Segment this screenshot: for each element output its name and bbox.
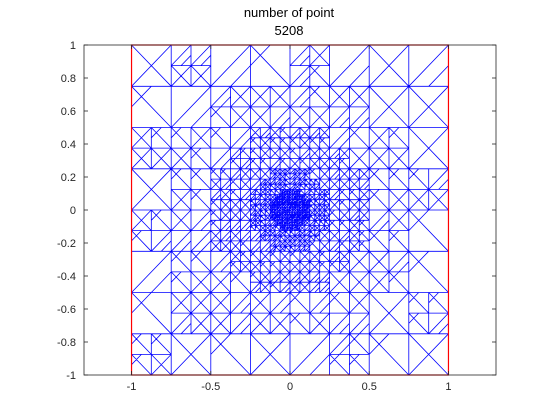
x-tick-labels: -1 -0.5 0 0.5 1 [127, 381, 452, 393]
y-tick-label: 0.2 [61, 172, 76, 184]
y-tick-labels: -1 -0.8 -0.6 -0.4 -0.2 0 0.2 0.4 0.6 0.8 1 [57, 40, 76, 382]
x-tick-label: 1 [445, 381, 451, 393]
y-tick-label: 0.8 [61, 73, 76, 85]
y-tick-label: 1 [70, 40, 76, 52]
x-tick-label: -0.5 [201, 381, 220, 393]
chart-title-line-2: 5208 [275, 23, 304, 38]
y-tick-label: -0.4 [57, 271, 76, 283]
y-tick-label: 0.4 [61, 139, 76, 151]
x-tick-label: -1 [127, 381, 137, 393]
chart-title-line-1: number of point [244, 5, 335, 20]
y-tick-label: -0.6 [57, 304, 76, 316]
y-tick-label: -1 [66, 370, 76, 382]
x-tick-label: 0.5 [362, 381, 377, 393]
y-tick-label: 0 [70, 205, 76, 217]
y-tick-label: -0.2 [57, 238, 76, 250]
axis-ticks [84, 44, 496, 376]
y-tick-label: -0.8 [57, 337, 76, 349]
y-tick-label: 0.6 [61, 106, 76, 118]
x-tick-label: 0 [287, 381, 293, 393]
